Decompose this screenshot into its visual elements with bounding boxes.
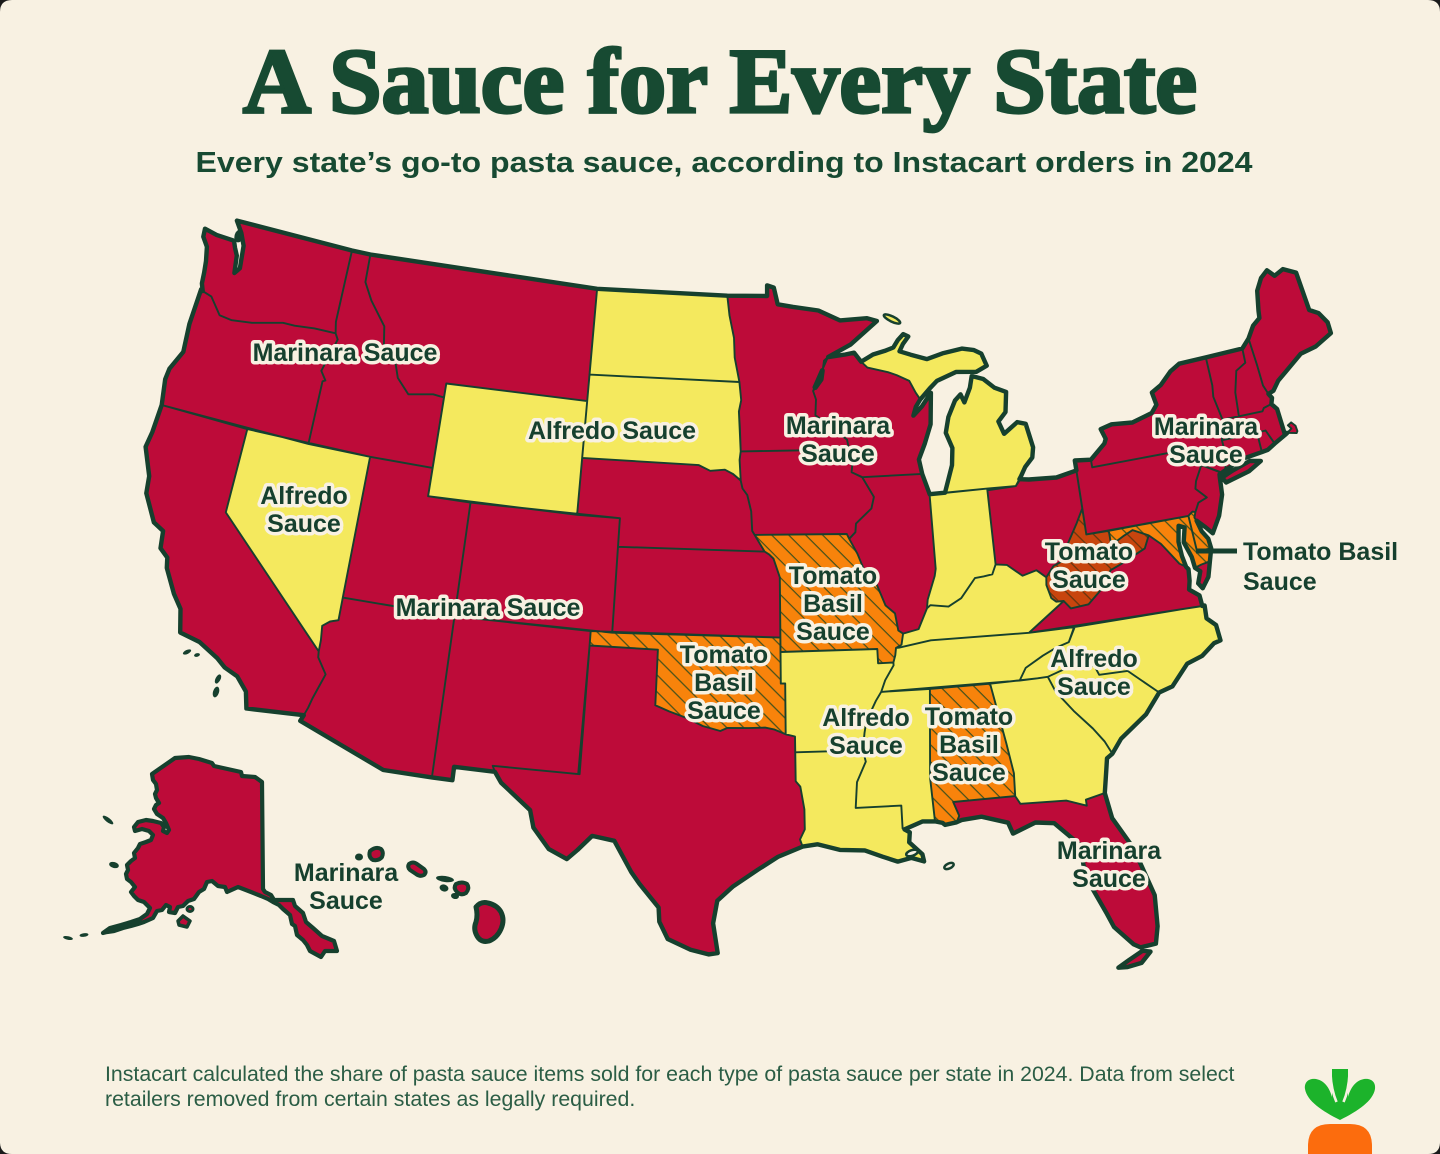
- svg-text:Tomato: Tomato: [680, 641, 768, 669]
- svg-text:Sauce: Sauce: [309, 887, 383, 915]
- svg-text:Marinara Sauce: Marinara Sauce: [396, 594, 581, 622]
- svg-text:Alfredo Sauce: Alfredo Sauce: [528, 417, 696, 445]
- svg-text:Basil: Basil: [939, 731, 999, 759]
- svg-text:Sauce: Sauce: [796, 618, 870, 646]
- svg-text:Alfredo: Alfredo: [1050, 645, 1138, 673]
- svg-text:Tomato: Tomato: [789, 562, 877, 590]
- svg-text:Marinara: Marinara: [294, 859, 399, 887]
- svg-text:Tomato: Tomato: [1045, 538, 1133, 566]
- svg-text:Sauce: Sauce: [1243, 568, 1317, 596]
- svg-text:Marinara: Marinara: [1057, 837, 1162, 865]
- svg-text:Sauce: Sauce: [1057, 673, 1131, 701]
- svg-text:Marinara Sauce: Marinara Sauce: [253, 339, 438, 367]
- svg-text:Sauce: Sauce: [1052, 566, 1126, 594]
- svg-text:Sauce: Sauce: [1169, 441, 1243, 469]
- svg-text:Sauce: Sauce: [687, 697, 761, 725]
- svg-text:Marinara: Marinara: [1154, 413, 1259, 441]
- svg-text:retailers removed from certain: retailers removed from certain states as…: [105, 1087, 635, 1111]
- svg-text:Sauce: Sauce: [801, 440, 875, 468]
- svg-text:Tomato: Tomato: [925, 703, 1013, 731]
- svg-text:Sauce: Sauce: [1072, 865, 1146, 893]
- svg-text:Marinara: Marinara: [786, 412, 891, 440]
- svg-text:Basil: Basil: [694, 669, 754, 697]
- svg-text:Basil: Basil: [803, 590, 863, 618]
- svg-text:Sauce: Sauce: [267, 510, 341, 538]
- svg-text:Alfredo: Alfredo: [822, 704, 910, 732]
- svg-text:Alfredo: Alfredo: [260, 482, 348, 510]
- svg-text:Instacart calculated the share: Instacart calculated the share of pasta …: [105, 1062, 1234, 1086]
- svg-text:A Sauce for Every State: A Sauce for Every State: [243, 30, 1197, 132]
- svg-text:Sauce: Sauce: [829, 732, 903, 760]
- svg-text:Tomato Basil: Tomato Basil: [1243, 538, 1398, 566]
- svg-text:Sauce: Sauce: [932, 759, 1006, 787]
- svg-text:Every state’s go-to pasta sauc: Every state’s go-to pasta sauce, accordi…: [196, 147, 1253, 179]
